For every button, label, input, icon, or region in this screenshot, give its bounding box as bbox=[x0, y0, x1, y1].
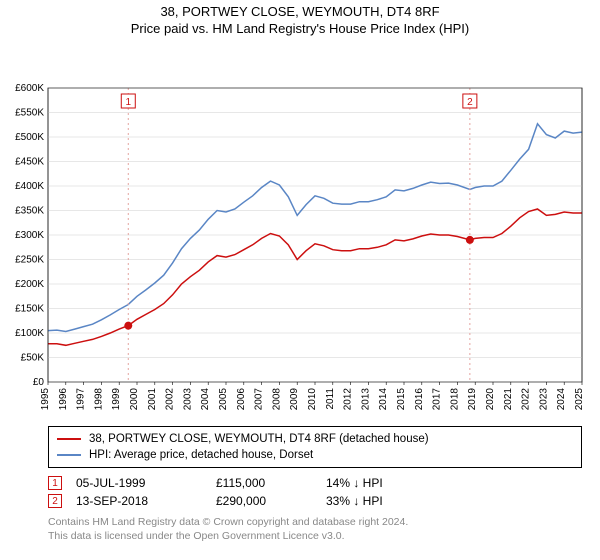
svg-text:1995: 1995 bbox=[40, 388, 51, 411]
chart-subtitle: Price paid vs. HM Land Registry's House … bbox=[0, 21, 600, 36]
svg-text:2023: 2023 bbox=[538, 388, 549, 411]
chart-title: 38, PORTWEY CLOSE, WEYMOUTH, DT4 8RF bbox=[0, 4, 600, 19]
svg-text:£400K: £400K bbox=[15, 181, 44, 192]
svg-text:£150K: £150K bbox=[15, 304, 44, 315]
svg-text:£0: £0 bbox=[33, 377, 45, 388]
legend-swatch-property bbox=[57, 438, 81, 440]
svg-text:2009: 2009 bbox=[289, 388, 300, 411]
svg-text:£200K: £200K bbox=[15, 279, 44, 290]
svg-text:2000: 2000 bbox=[129, 388, 140, 411]
svg-text:£300K: £300K bbox=[15, 230, 44, 241]
svg-text:1999: 1999 bbox=[111, 388, 122, 411]
legend-label-property: 38, PORTWEY CLOSE, WEYMOUTH, DT4 8RF (de… bbox=[89, 431, 429, 447]
svg-text:1997: 1997 bbox=[76, 388, 87, 411]
svg-text:2018: 2018 bbox=[449, 388, 460, 411]
svg-text:2005: 2005 bbox=[218, 388, 229, 411]
svg-text:2024: 2024 bbox=[556, 388, 567, 411]
svg-text:2020: 2020 bbox=[485, 388, 496, 411]
svg-text:£450K: £450K bbox=[15, 157, 44, 168]
svg-text:1998: 1998 bbox=[93, 388, 104, 411]
svg-text:2013: 2013 bbox=[360, 388, 371, 411]
chart-container: 38, PORTWEY CLOSE, WEYMOUTH, DT4 8RF Pri… bbox=[0, 0, 600, 560]
sale-diff: 14% ↓ HPI bbox=[326, 476, 466, 490]
svg-text:2021: 2021 bbox=[503, 388, 514, 411]
legend-label-hpi: HPI: Average price, detached house, Dors… bbox=[89, 447, 313, 463]
svg-text:£50K: £50K bbox=[21, 353, 45, 364]
sales-table: 1 05-JUL-1999 £115,000 14% ↓ HPI 2 13-SE… bbox=[48, 474, 582, 510]
sale-price: £115,000 bbox=[216, 476, 326, 490]
sale-row: 2 13-SEP-2018 £290,000 33% ↓ HPI bbox=[48, 492, 582, 510]
svg-text:£250K: £250K bbox=[15, 255, 44, 266]
svg-text:£550K: £550K bbox=[15, 108, 44, 119]
svg-text:2007: 2007 bbox=[254, 388, 265, 411]
svg-text:£350K: £350K bbox=[15, 206, 44, 217]
svg-text:2011: 2011 bbox=[325, 388, 336, 410]
svg-text:2001: 2001 bbox=[147, 388, 158, 411]
legend-swatch-hpi bbox=[57, 454, 81, 456]
svg-text:2014: 2014 bbox=[378, 388, 389, 411]
svg-text:2003: 2003 bbox=[182, 388, 193, 411]
svg-text:2012: 2012 bbox=[343, 388, 354, 411]
legend-item-hpi: HPI: Average price, detached house, Dors… bbox=[57, 447, 573, 463]
sale-diff: 33% ↓ HPI bbox=[326, 494, 466, 508]
svg-text:£100K: £100K bbox=[15, 328, 44, 339]
svg-text:2010: 2010 bbox=[307, 388, 318, 411]
chart-svg: £0 £50K £100K £150K £200K £250K £300K £350K £400… bbox=[0, 42, 600, 422]
sale-date: 13-SEP-2018 bbox=[76, 494, 216, 508]
svg-text:2008: 2008 bbox=[271, 388, 282, 411]
svg-text:2006: 2006 bbox=[236, 388, 247, 411]
svg-text:2019: 2019 bbox=[467, 388, 478, 411]
legend: 38, PORTWEY CLOSE, WEYMOUTH, DT4 8RF (de… bbox=[48, 426, 582, 468]
footnote: Contains HM Land Registry data © Crown c… bbox=[48, 516, 582, 543]
svg-text:2015: 2015 bbox=[396, 388, 407, 411]
svg-text:1996: 1996 bbox=[58, 388, 69, 411]
sale-marker-icon: 1 bbox=[48, 476, 62, 490]
svg-text:£600K: £600K bbox=[15, 83, 44, 94]
svg-text:2: 2 bbox=[467, 97, 473, 108]
svg-text:2016: 2016 bbox=[414, 388, 425, 411]
sale-price: £290,000 bbox=[216, 494, 326, 508]
svg-text:2017: 2017 bbox=[432, 388, 443, 411]
footnote-line: Contains HM Land Registry data © Crown c… bbox=[48, 516, 582, 530]
sale-marker-icon: 2 bbox=[48, 494, 62, 508]
svg-text:2004: 2004 bbox=[200, 388, 211, 411]
svg-text:2025: 2025 bbox=[574, 388, 585, 411]
title-block: 38, PORTWEY CLOSE, WEYMOUTH, DT4 8RF Pri… bbox=[0, 0, 600, 36]
chart-plot: £0 £50K £100K £150K £200K £250K £300K £350K £400… bbox=[0, 42, 600, 422]
svg-text:2022: 2022 bbox=[521, 388, 532, 411]
footnote-line: This data is licensed under the Open Gov… bbox=[48, 530, 582, 544]
svg-text:£500K: £500K bbox=[15, 132, 44, 143]
sale-date: 05-JUL-1999 bbox=[76, 476, 216, 490]
legend-item-property: 38, PORTWEY CLOSE, WEYMOUTH, DT4 8RF (de… bbox=[57, 431, 573, 447]
svg-text:1: 1 bbox=[125, 97, 131, 108]
svg-text:2002: 2002 bbox=[165, 388, 176, 411]
sale-row: 1 05-JUL-1999 £115,000 14% ↓ HPI bbox=[48, 474, 582, 492]
